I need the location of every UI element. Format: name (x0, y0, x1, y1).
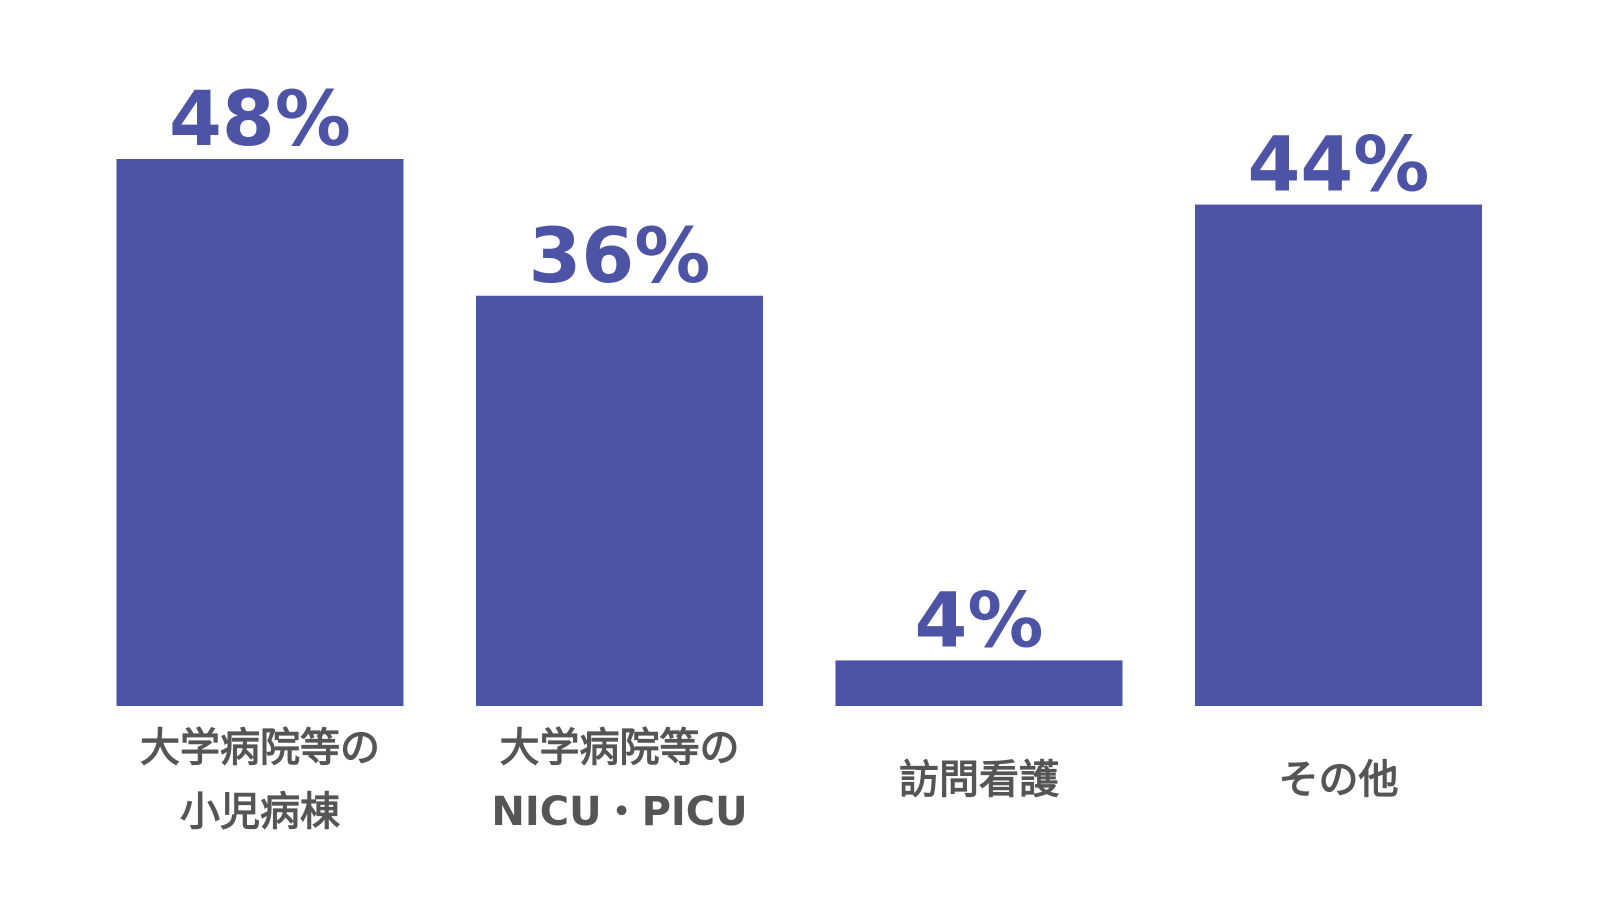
category-label: 大学病院等の (140, 725, 380, 771)
category-label: 訪問看護 (899, 757, 1060, 803)
bar (1195, 204, 1482, 707)
bar (835, 660, 1123, 706)
value-label: 44% (1248, 120, 1430, 209)
value-label: 48% (169, 74, 351, 163)
bar (116, 159, 404, 706)
category-label: 大学病院等の (500, 725, 740, 771)
category-label: 小児病棟 (180, 789, 341, 835)
category-label: NICU・PICU (491, 789, 747, 835)
category-label: その他 (1279, 757, 1399, 803)
value-label: 36% (529, 211, 711, 300)
value-label: 4% (914, 575, 1043, 664)
bar (476, 295, 763, 706)
